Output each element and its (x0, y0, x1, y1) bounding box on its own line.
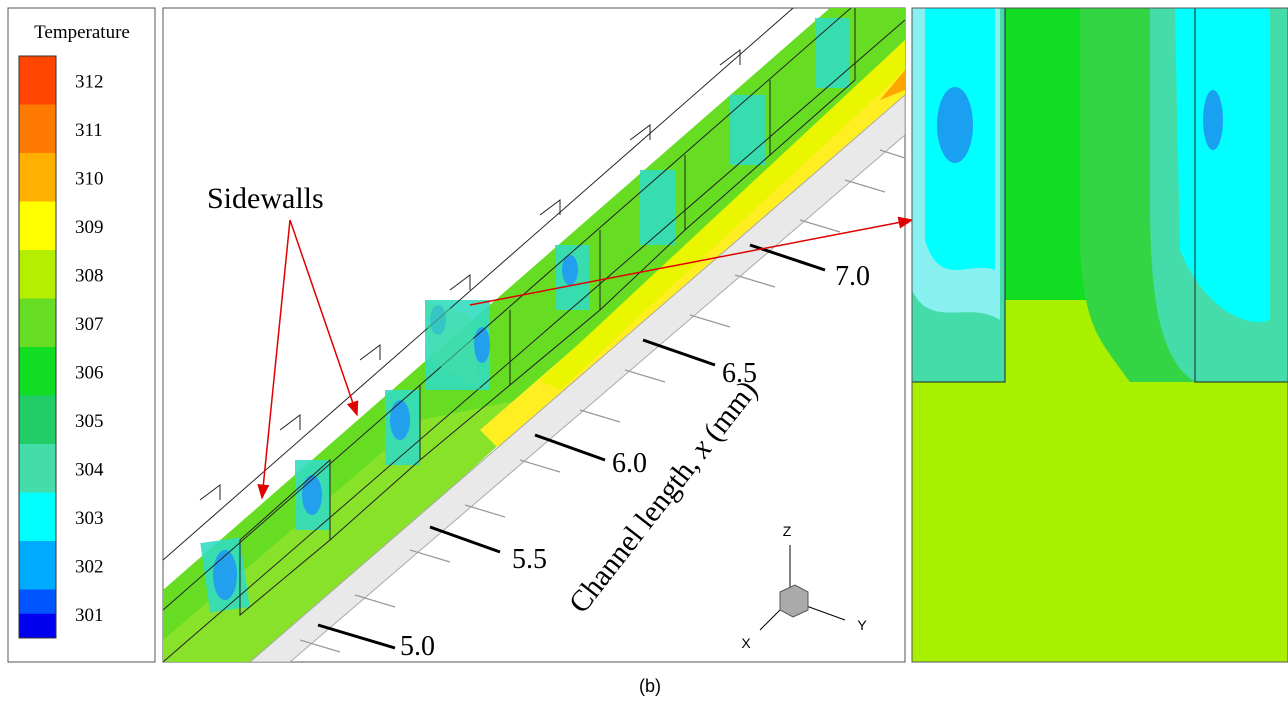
figure: Temperature 312 311 310 309 308 307 306 305 304 3… (0, 0, 1288, 702)
color-swatch (19, 444, 56, 493)
legend-level: 305 (75, 411, 104, 432)
color-swatch (19, 614, 56, 638)
caption: (b) (639, 676, 661, 696)
color-swatch (19, 347, 56, 396)
legend-level: 310 (75, 168, 104, 189)
color-swatch (19, 541, 56, 590)
legend-level: 312 (75, 71, 104, 92)
color-swatch (19, 493, 56, 542)
legend-level: 309 (75, 217, 104, 238)
color-swatch (19, 105, 56, 154)
legend-level: 311 (75, 120, 103, 141)
legend-title: Temperature (34, 22, 130, 43)
axis-tick-label: 7.0 (835, 261, 870, 292)
color-swatch (19, 202, 56, 251)
color-swatch (19, 250, 56, 299)
color-swatch (19, 153, 56, 202)
legend-level: 303 (75, 508, 104, 529)
zoom-panel (912, 8, 1288, 662)
axis-tick-label: 6.0 (612, 448, 647, 479)
legend-level: 302 (75, 556, 104, 577)
color-swatch (19, 56, 56, 105)
legend-level: 308 (75, 265, 104, 286)
annotation: Sidewalls (207, 182, 324, 215)
legend-level: 307 (75, 314, 104, 335)
triad-y: Y (857, 617, 867, 633)
axis-tick-label: 5.0 (400, 631, 435, 662)
legend-level: 301 (75, 605, 104, 626)
color-swatch (19, 299, 56, 348)
legend-level: 306 (75, 362, 104, 383)
triad-z: Z (783, 523, 792, 539)
legend-level: 304 (75, 459, 104, 480)
color-swatch (19, 396, 56, 445)
triad-x: X (741, 635, 751, 651)
axis-tick-label: 5.5 (512, 544, 547, 575)
